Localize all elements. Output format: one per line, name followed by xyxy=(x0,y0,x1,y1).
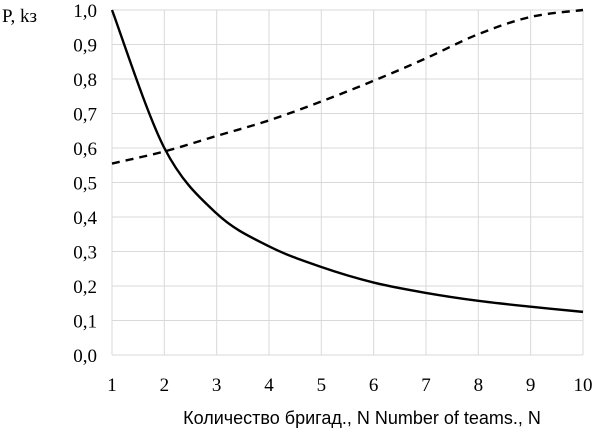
x-axis-label: Количество бригад., N Number of teams., … xyxy=(183,408,541,428)
x-tick-label: 1 xyxy=(107,375,117,396)
x-tick-label: 8 xyxy=(474,375,484,396)
y-tick-label: 0,6 xyxy=(73,139,97,160)
y-tick-label: 0,1 xyxy=(73,312,97,333)
y-tick-label: 0,2 xyxy=(73,277,97,298)
x-tick-label: 10 xyxy=(574,375,593,396)
y-tick-label: 0,0 xyxy=(73,346,97,367)
series-line-1 xyxy=(110,9,584,314)
y-tick-label: 1,0 xyxy=(73,1,97,22)
grid xyxy=(111,9,584,356)
x-tick-label: 2 xyxy=(160,375,170,396)
x-tick-label: 5 xyxy=(317,375,327,396)
y-axis-label: P, kз xyxy=(2,6,37,27)
x-tick-label: 3 xyxy=(212,375,222,396)
y-tick-label: 0,3 xyxy=(73,243,97,264)
y-tick-label: 0,9 xyxy=(73,36,97,57)
series-lines xyxy=(110,8,584,314)
y-tick-label: 0,8 xyxy=(73,70,97,91)
series-line-2 xyxy=(111,8,584,165)
y-tick-label: 0,5 xyxy=(73,174,97,195)
y-tick-label: 0,7 xyxy=(73,105,97,126)
x-tick-label: 7 xyxy=(421,375,431,396)
x-tick-label: 9 xyxy=(526,375,536,396)
tick-labels: 1 2 3 4 5 6 7 8 9 10 0,0 0,1 0,2 0,3 0,4 0,5 0,6 0,7 0,8 0,… xyxy=(73,1,592,396)
x-tick-label: 4 xyxy=(264,375,274,396)
x-tick-label: 6 xyxy=(369,375,379,396)
y-tick-label: 0,4 xyxy=(73,208,97,229)
